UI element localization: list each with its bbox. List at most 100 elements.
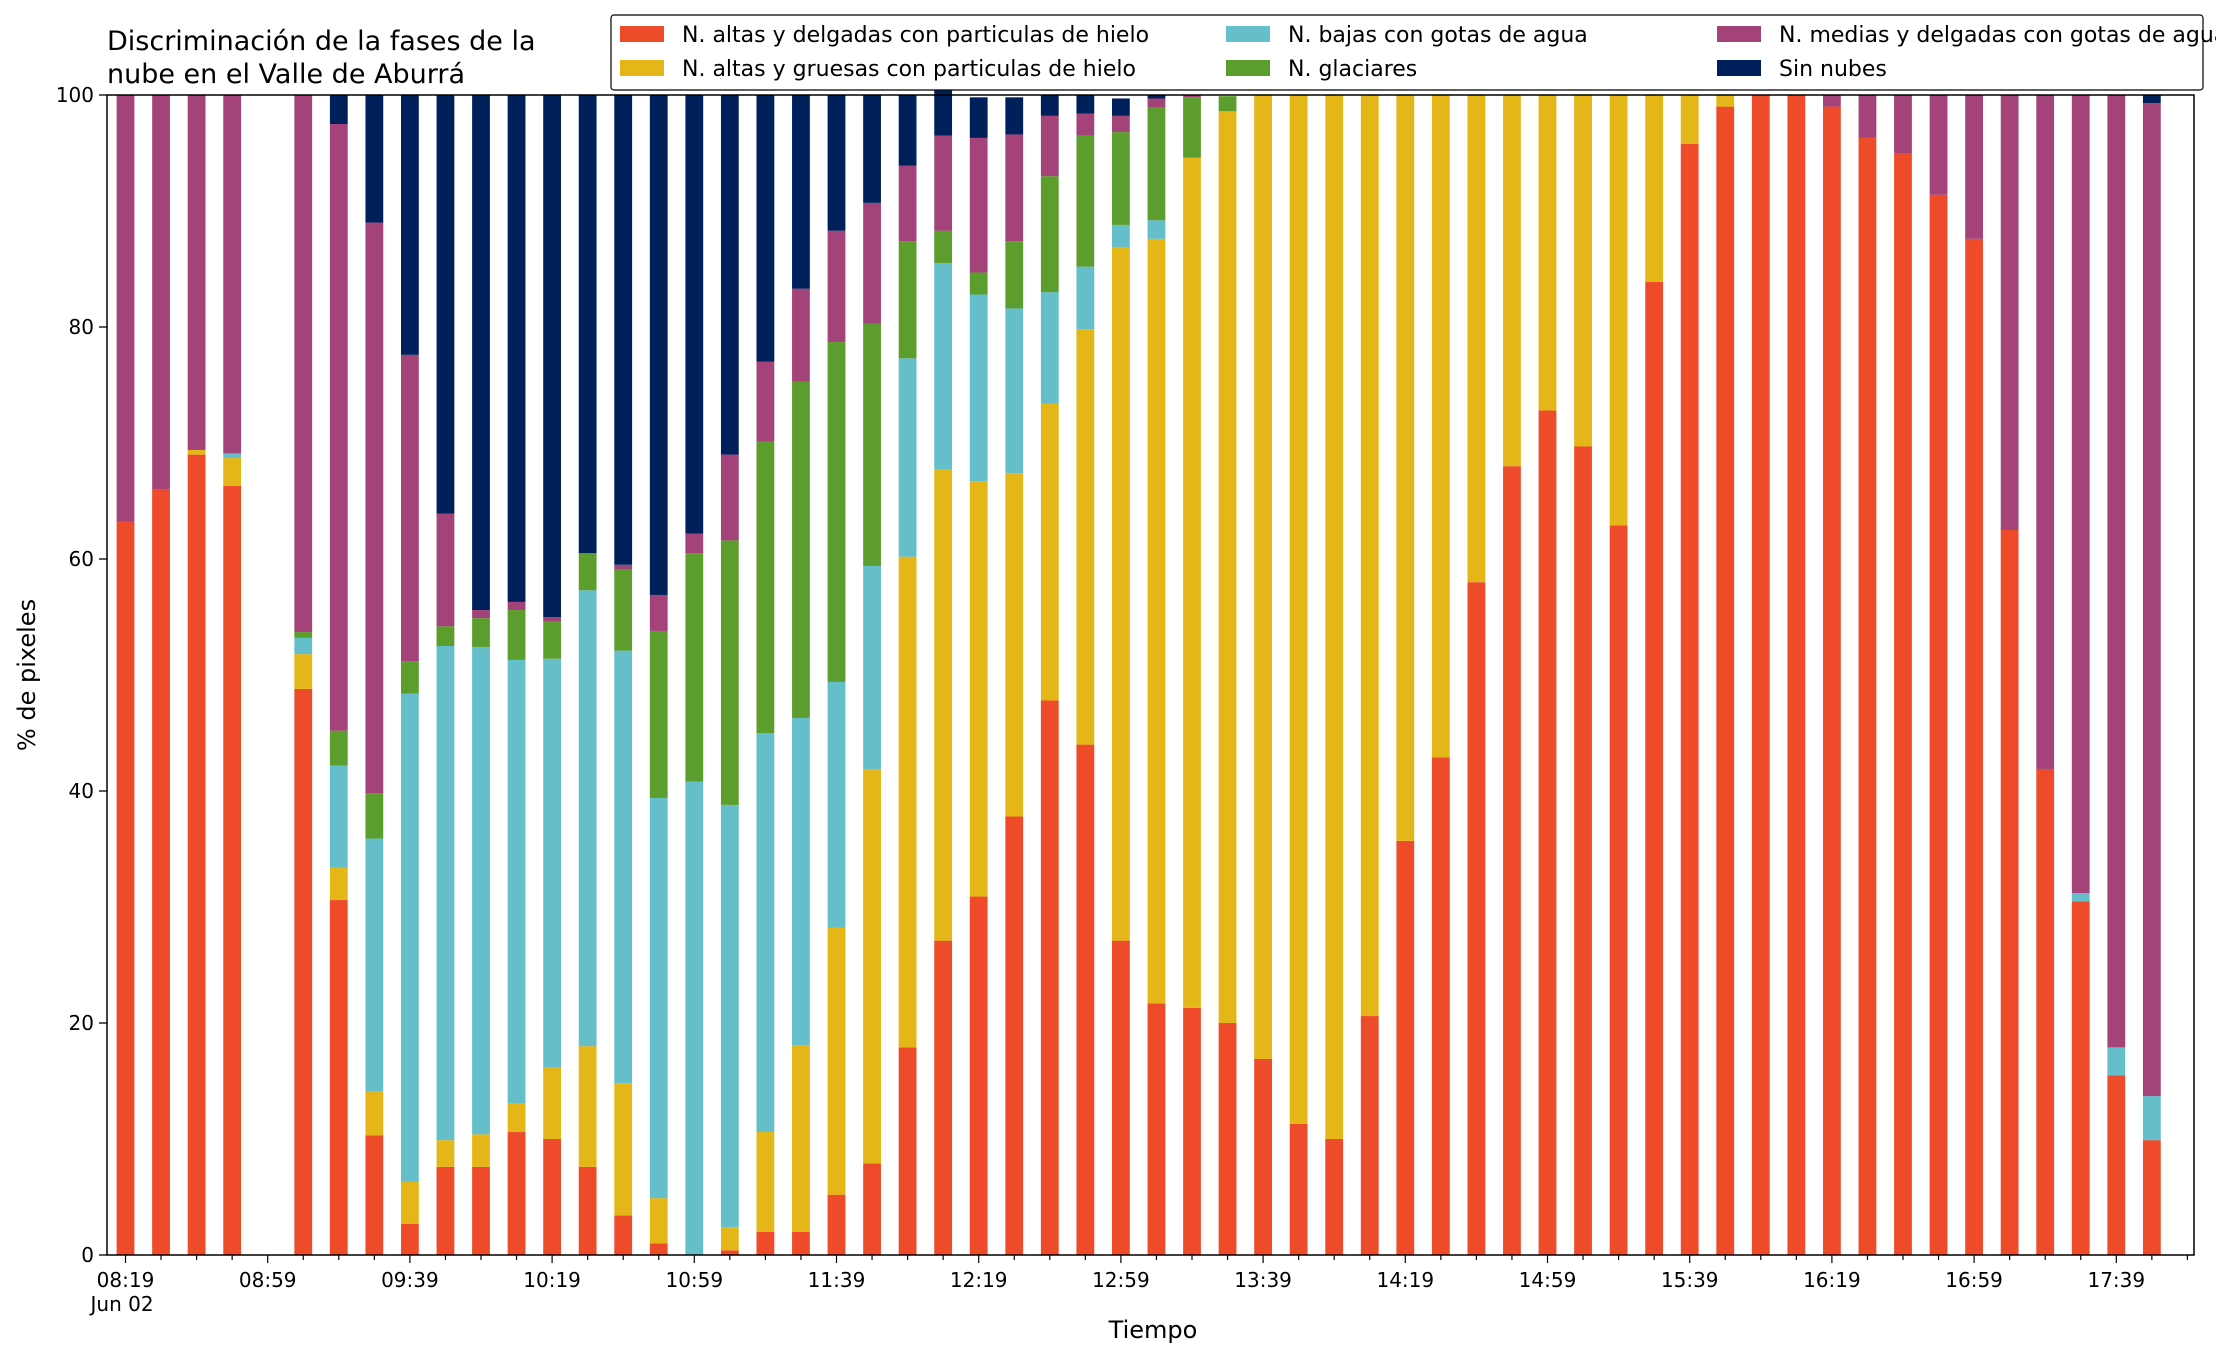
bar-segment xyxy=(507,610,526,660)
bar-segment xyxy=(2142,1140,2161,1255)
bar-segment xyxy=(898,556,917,1048)
bar-segment xyxy=(2107,1047,2126,1076)
bar-segment xyxy=(614,569,633,651)
y-tick-label: 60 xyxy=(69,547,94,571)
bar-segment xyxy=(1751,95,1770,1255)
bar-segment xyxy=(1645,281,1664,1255)
bar-segment xyxy=(472,647,490,1135)
bar-segment xyxy=(1645,95,1664,282)
bar-segment xyxy=(1787,95,1806,1255)
bar-segment xyxy=(827,927,846,1195)
bar-segment xyxy=(1005,308,1024,474)
bar-segment xyxy=(614,1215,633,1255)
bar-segment xyxy=(2000,95,2019,530)
bar-segment xyxy=(898,358,917,557)
bar-segment xyxy=(578,553,597,591)
x-tick-label: 12:59 xyxy=(1092,1268,1150,1292)
bar-segment xyxy=(1431,757,1450,1255)
bar-segment xyxy=(543,621,561,659)
bar-segment xyxy=(792,381,810,718)
bar-segment xyxy=(1005,473,1024,817)
bar-segment xyxy=(187,454,206,1256)
x-tick-label: 14:19 xyxy=(1376,1268,1434,1292)
bar-segment xyxy=(294,95,313,633)
legend-label: Sin nubes xyxy=(1779,57,1887,82)
bar-segment xyxy=(792,95,810,289)
bar-segment xyxy=(1112,224,1130,247)
bar-segment xyxy=(2071,893,2090,902)
y-axis-label: % de pixeles xyxy=(13,599,41,751)
y-tick-label: 40 xyxy=(69,779,94,803)
bar-segment xyxy=(614,564,633,570)
y-axis: 0 20 40 60 80 100 xyxy=(56,83,107,1267)
legend-label: N. glaciares xyxy=(1288,57,1417,82)
bar-segment xyxy=(365,793,384,839)
bar-segment xyxy=(1005,816,1024,1255)
bar-segment xyxy=(1894,153,1912,1255)
bar-segment xyxy=(2142,103,2161,1097)
bar-segment xyxy=(1503,95,1521,467)
x-tick-label: 12:19 xyxy=(950,1268,1008,1292)
bar-segment xyxy=(1467,95,1486,583)
bar-segment xyxy=(1040,700,1059,1255)
bar-segment xyxy=(507,1103,526,1133)
bar-segment xyxy=(543,617,561,622)
bar-segment xyxy=(685,781,704,1255)
bar-segment xyxy=(2071,901,2090,1255)
bar-segment xyxy=(1680,95,1699,144)
bar-segment xyxy=(1183,157,1201,1008)
bar-segment xyxy=(1894,95,1912,153)
bar-segment xyxy=(1005,134,1024,242)
bar-segment xyxy=(1325,95,1344,1139)
bar-segment xyxy=(116,521,135,1255)
bar-segment xyxy=(543,1139,561,1255)
bar-segment xyxy=(329,124,348,731)
legend-swatch xyxy=(1717,60,1761,76)
bar-segment xyxy=(329,95,348,124)
legend-swatch xyxy=(1226,60,1270,76)
bar-segment xyxy=(614,1083,633,1216)
legend-label: N. altas y gruesas con particulas de hie… xyxy=(682,57,1136,82)
bar-segment xyxy=(649,630,668,798)
bar-segment xyxy=(401,95,419,355)
bar-segment xyxy=(401,1181,419,1224)
bar-segment xyxy=(649,1243,668,1255)
bar-segment xyxy=(1965,238,1983,1256)
bar-segment xyxy=(472,1166,490,1255)
bar-segment xyxy=(507,659,526,1104)
bar-segment xyxy=(294,688,313,1255)
bar-segment xyxy=(1929,194,1948,1255)
bar-segment xyxy=(472,1134,490,1167)
bar-segment xyxy=(294,632,313,638)
bar-segment xyxy=(152,489,170,1255)
bar-segment xyxy=(1147,238,1166,1004)
y-tick-label: 100 xyxy=(56,83,94,107)
bar-segment xyxy=(116,95,135,522)
x-tick-label: 10:19 xyxy=(523,1268,581,1292)
bar-segment xyxy=(898,95,917,166)
bar-segment xyxy=(863,95,881,203)
x-tick-label: 10:59 xyxy=(665,1268,723,1292)
bar-segment xyxy=(1254,95,1272,1059)
bar-segment xyxy=(969,97,988,138)
chart-title-line-2: nube en el Valle de Aburrá xyxy=(107,59,465,90)
bar-segment xyxy=(898,165,917,242)
x-tick-label: 09:39 xyxy=(381,1268,439,1292)
bar-segment xyxy=(1289,95,1308,1124)
bar-segment xyxy=(649,797,668,1199)
bar-segment xyxy=(1076,744,1095,1255)
bar-segment xyxy=(934,940,953,1255)
legend-swatch xyxy=(620,26,664,42)
x-tick-label: 17:39 xyxy=(2087,1268,2145,1292)
legend-swatch xyxy=(1717,26,1761,42)
bar-segment xyxy=(2036,768,2055,1255)
bar-segment xyxy=(472,618,490,648)
bar-segment xyxy=(1183,1007,1201,1255)
bar-segment xyxy=(720,454,739,541)
bar-segment xyxy=(436,95,455,514)
bar-segment xyxy=(1289,1123,1308,1255)
bar-segment xyxy=(507,601,526,611)
bar-segment xyxy=(578,590,597,1047)
bar-segment xyxy=(543,658,561,1068)
bar-segment xyxy=(329,765,348,868)
